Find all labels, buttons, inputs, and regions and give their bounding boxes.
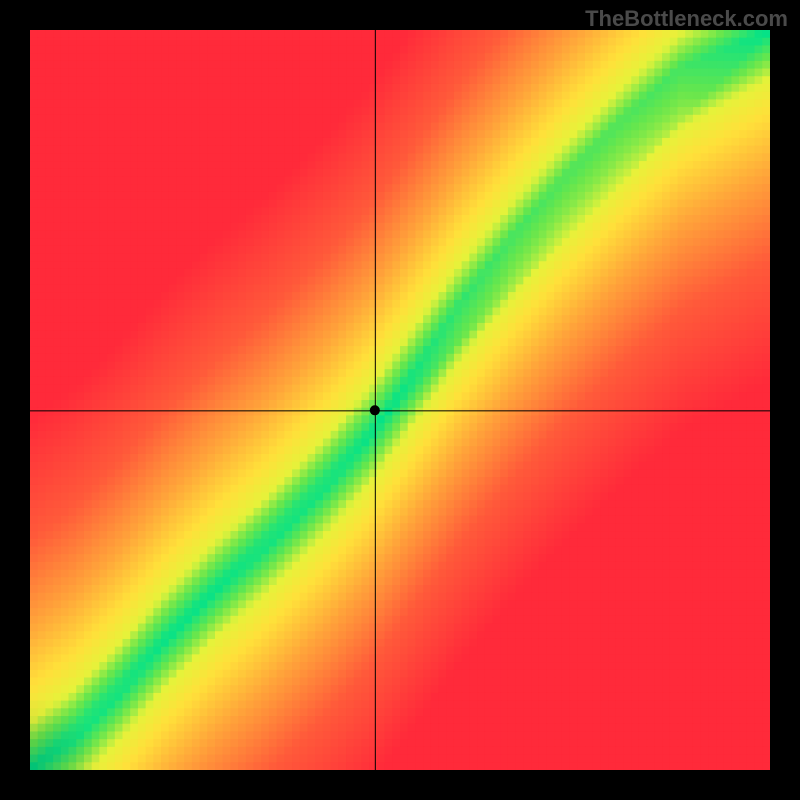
heatmap-canvas: [30, 30, 770, 770]
plot-area: [30, 30, 770, 770]
watermark-text: TheBottleneck.com: [585, 6, 788, 32]
root: TheBottleneck.com: [0, 0, 800, 800]
